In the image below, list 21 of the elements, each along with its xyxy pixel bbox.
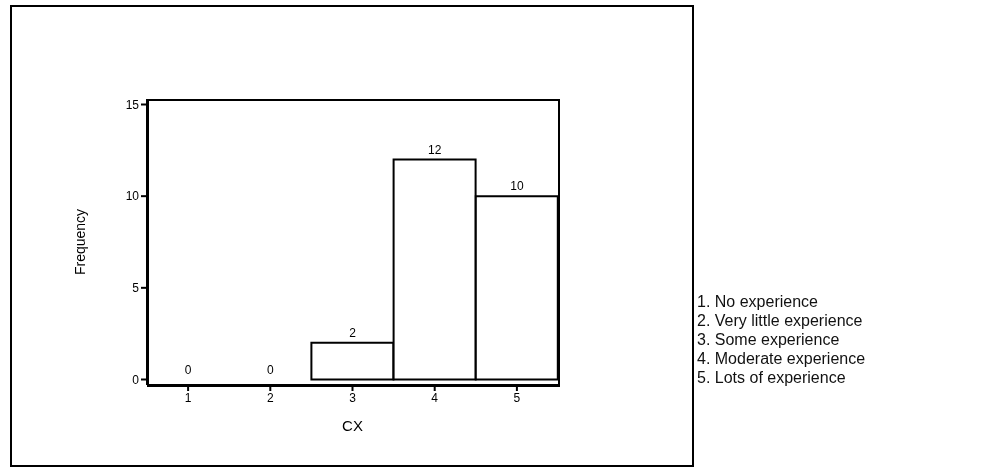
text: 1. No experience (697, 292, 819, 311)
x-tick-label: 5 (513, 390, 521, 405)
text: 3. Some experience (697, 330, 841, 349)
y-tick-label: 10 (125, 189, 140, 204)
data-label: 0 (266, 362, 274, 377)
x-tick-label: 3 (349, 390, 357, 405)
data-label: 12 (428, 142, 442, 157)
y-tick-label: 0 (132, 372, 140, 387)
y-tick-label: 15 (125, 97, 140, 112)
x-tick-label: 1 (184, 390, 192, 405)
x-axis-title: CX (342, 417, 363, 434)
y-axis-title: Frequency (71, 208, 88, 276)
x-tick-label: 4 (431, 390, 439, 405)
data-label: 10 (510, 179, 524, 194)
y-tick-label: 5 (132, 281, 140, 296)
text: 5. Lots of experience (697, 368, 847, 387)
x-tick-label: 2 (266, 390, 274, 405)
data-label: 2 (349, 325, 357, 340)
data-label: 0 (184, 362, 192, 377)
text: 4. Moderate experience (697, 349, 866, 368)
text: 2. Very little experience (697, 311, 864, 330)
